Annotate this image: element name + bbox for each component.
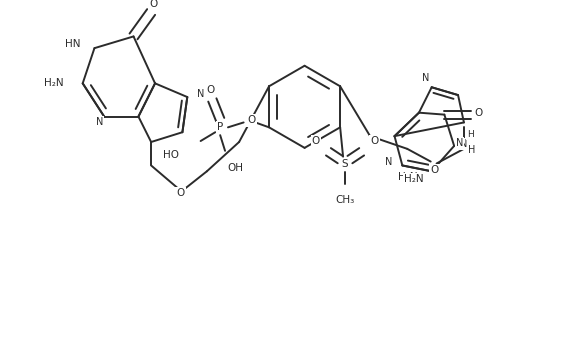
Text: O: O — [149, 0, 157, 9]
Text: N: N — [387, 158, 394, 168]
Text: O: O — [475, 108, 483, 118]
Text: HN: HN — [65, 39, 81, 49]
Text: HO: HO — [163, 150, 179, 160]
Text: O: O — [475, 109, 483, 120]
Text: O: O — [370, 136, 378, 146]
Text: H₂N: H₂N — [404, 174, 424, 184]
Text: O: O — [206, 85, 215, 95]
Text: P: P — [217, 122, 223, 132]
Text: N: N — [197, 89, 204, 99]
Text: H₂N: H₂N — [44, 78, 63, 88]
Text: H₂N: H₂N — [398, 172, 418, 182]
Text: O: O — [176, 188, 185, 198]
Text: OH: OH — [227, 163, 243, 173]
Text: N: N — [96, 117, 103, 127]
Text: N: N — [460, 139, 467, 149]
Text: O: O — [430, 165, 439, 175]
Text: N: N — [385, 157, 393, 167]
Text: H: H — [467, 130, 474, 139]
Text: N: N — [456, 138, 463, 148]
Text: S: S — [342, 159, 348, 169]
Text: CH₃: CH₃ — [335, 195, 355, 205]
Text: N: N — [422, 74, 429, 83]
Text: O: O — [312, 136, 320, 146]
Text: H: H — [468, 145, 475, 155]
Text: O: O — [247, 116, 255, 126]
Text: N: N — [423, 74, 430, 84]
